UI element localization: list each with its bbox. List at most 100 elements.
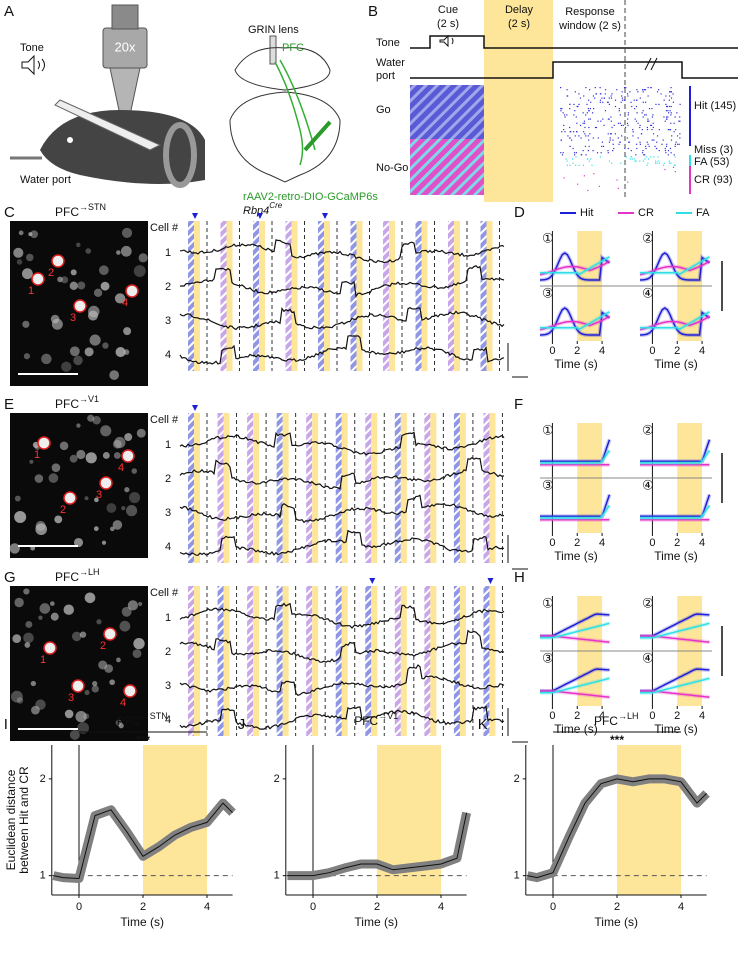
lick: [603, 124, 605, 126]
lick: [658, 129, 660, 131]
cell-blob: [114, 293, 126, 304]
lick: [640, 133, 643, 135]
cell-blob: [120, 245, 132, 257]
lick: [669, 129, 671, 131]
lick: [588, 126, 590, 129]
lick: [594, 97, 596, 99]
lick: [674, 145, 676, 147]
cell-blob: [54, 515, 63, 524]
lick: [610, 95, 612, 97]
cell-blob: [92, 416, 101, 425]
delay-shade: [577, 286, 603, 341]
avg-curve: [640, 311, 710, 330]
lick: [590, 158, 592, 160]
lick: [635, 160, 637, 162]
roi-label: 1: [40, 654, 46, 666]
subplot-number: ④: [642, 477, 654, 492]
delay-shade: [577, 478, 603, 533]
trial-cue: [453, 586, 460, 736]
lick: [600, 120, 602, 122]
trial-cue: [217, 586, 224, 736]
lick: [651, 108, 653, 110]
lick: [570, 139, 573, 141]
trial-cue: [453, 413, 460, 563]
tone-trace: [410, 35, 738, 49]
lick: [588, 110, 590, 112]
trace: [179, 239, 505, 264]
trial-cue: [483, 413, 490, 563]
lick: [609, 139, 611, 141]
lick: [630, 150, 632, 152]
lick: [619, 122, 621, 124]
trial-delay: [226, 221, 233, 371]
roi: [103, 627, 117, 641]
lick: [650, 124, 652, 126]
lick: [673, 122, 675, 124]
cell-blob: [23, 632, 34, 644]
trial-cue: [394, 413, 401, 563]
cell-blob: [116, 657, 121, 663]
lick: [560, 139, 562, 141]
lick: [654, 145, 656, 147]
lick: [604, 110, 607, 112]
lick: [599, 156, 601, 158]
lick: [610, 133, 612, 135]
lick: [611, 93, 613, 95]
lick: [670, 122, 672, 124]
cell-blob: [48, 473, 59, 483]
cell-blob: [73, 537, 84, 548]
lick: [564, 116, 566, 118]
lick: [652, 133, 655, 135]
scale-bar: [507, 535, 528, 570]
lick: [587, 150, 589, 152]
title-sup: →LH: [79, 567, 100, 577]
lick: [671, 135, 673, 137]
lick: [665, 110, 668, 112]
lick: [607, 118, 609, 120]
cell-blob: [113, 452, 121, 459]
trial-delay: [312, 586, 319, 736]
trial-cue: [306, 413, 313, 563]
label: rAAV2-retro-DIO-GCaMP6s: [243, 191, 378, 203]
lick: [639, 126, 641, 129]
lick: [608, 160, 611, 162]
lick: [584, 145, 587, 147]
cell-blob: [64, 709, 74, 719]
outcome-label: FA (53): [694, 156, 729, 168]
x-tick-label: 0: [549, 345, 555, 357]
trial-cue: [415, 221, 422, 371]
trial-delay: [371, 586, 378, 736]
cell-blob: [116, 250, 121, 255]
lick: [656, 147, 658, 150]
lick: [561, 108, 563, 110]
subplot-number: ③: [542, 285, 554, 300]
trace: [179, 602, 505, 629]
cell-blob: [21, 268, 33, 280]
trial-cue: [383, 221, 389, 371]
lick: [669, 129, 672, 131]
lick: [608, 141, 611, 143]
lick: [667, 110, 669, 112]
roi: [121, 449, 135, 463]
avg-curve: [540, 635, 610, 643]
lick: [582, 122, 584, 124]
wheel: [163, 122, 197, 188]
cell-blob: [84, 689, 90, 696]
x-tick-label: 0: [649, 537, 655, 549]
lick: [587, 108, 589, 110]
roi: [123, 684, 137, 698]
lick: [662, 139, 664, 141]
trial-cue: [350, 221, 357, 371]
cell-blob: [69, 281, 78, 290]
distance-line: [287, 812, 468, 877]
lick: [609, 137, 611, 139]
x-tick-label: 0: [649, 710, 655, 722]
panel-title: PFC→LH: [55, 567, 100, 584]
lick: [577, 105, 579, 108]
cell-label: 3: [165, 680, 171, 692]
speaker-icon: [21, 54, 35, 76]
y-axis-label: between Hit and CR: [17, 766, 31, 874]
cell-blob: [30, 230, 39, 239]
trial-delay: [223, 413, 230, 563]
lick: [612, 150, 614, 152]
